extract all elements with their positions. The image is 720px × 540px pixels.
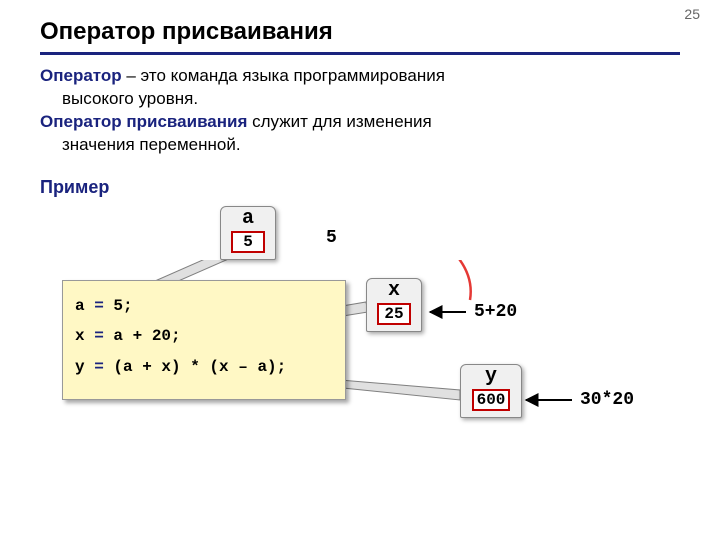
diagram-area: a 5 x 25 y 600 a = 5; x = a + 20; y = (a… [40,260,680,530]
para2-lead: Оператор присваивания [40,112,247,131]
page-number: 25 [684,6,700,22]
code-line-1: a = 5; [75,291,333,321]
code-box: a = 5; x = a + 20; y = (a + x) * (x – a)… [62,280,346,400]
para2-rest: служит для изменения [247,112,431,131]
slide-title: Оператор присваивания [40,18,680,55]
annot-y: 30*20 [580,390,634,410]
code-line-3: y = (a + x) * (x – a); [75,352,333,382]
varbox-a: a 5 [220,206,276,260]
varname-x: x [371,281,417,303]
code-line-2: x = a + 20; [75,321,333,351]
varval-x: 25 [377,303,411,325]
example-label: Пример [40,175,680,199]
varname-a: a [225,209,271,231]
para2-line2: значения переменной. [40,134,680,157]
varbox-x: x 25 [366,278,422,332]
para1-rest: – это команда языка программирования [122,66,445,85]
para1-lead: Оператор [40,66,122,85]
varval-y: 600 [472,389,511,411]
callout-y [340,380,460,400]
annot-x: 5+20 [474,302,517,322]
varval-a: 5 [231,231,265,253]
body-text: Оператор – это команда языка программиро… [40,65,680,199]
varname-y: y [465,367,517,389]
para1-line2: высокого уровня. [40,88,680,111]
varbox-y: y 600 [460,364,522,418]
annot-a: 5 [326,228,337,248]
